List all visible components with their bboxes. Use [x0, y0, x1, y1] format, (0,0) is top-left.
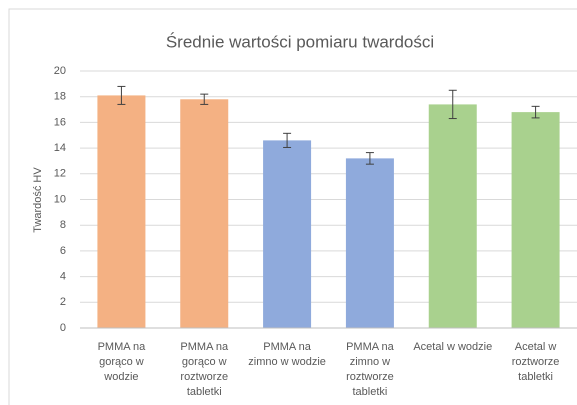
y-tick-label: 4 [60, 271, 66, 283]
chart-title: Średnie wartości pomiaru twardości [166, 32, 434, 51]
error-bar [365, 152, 374, 165]
error-bar [448, 89, 457, 120]
y-tick-label: 6 [60, 245, 66, 257]
y-axis-label: Twardość HV [32, 167, 44, 233]
error-bar [117, 85, 126, 105]
y-tick-label: 12 [54, 168, 66, 180]
x-tick-label: PMMA na gorąco w roztworze tabletki [180, 341, 229, 398]
bar [511, 112, 560, 329]
y-tick-label: 14 [54, 142, 66, 154]
bar [428, 104, 477, 328]
error-bar [283, 132, 292, 148]
y-tick-label: 16 [54, 116, 66, 128]
x-tick-label: PMMA na zimno w roztworze tabletki [346, 341, 394, 398]
bar [263, 140, 312, 328]
x-tick-label: Acetal w roztworze tabletki [511, 341, 560, 383]
y-tick-label: 20 [54, 65, 66, 77]
bar [97, 95, 146, 328]
error-bar [531, 105, 540, 119]
bar [345, 158, 394, 328]
y-tick-label: 10 [54, 193, 66, 205]
error-bar [200, 93, 209, 105]
bar [180, 99, 229, 329]
y-tick-label: 0 [60, 322, 66, 334]
x-tick-label: Acetal w wodzie [413, 341, 493, 353]
y-tick-label: 8 [60, 219, 66, 231]
x-tick-label: PMMA na gorąco w wodzie [97, 341, 146, 383]
x-tick-label: PMMA na zimno w wodzie [248, 341, 326, 368]
y-tick-label: 18 [54, 91, 66, 103]
y-tick-label: 2 [60, 296, 66, 308]
